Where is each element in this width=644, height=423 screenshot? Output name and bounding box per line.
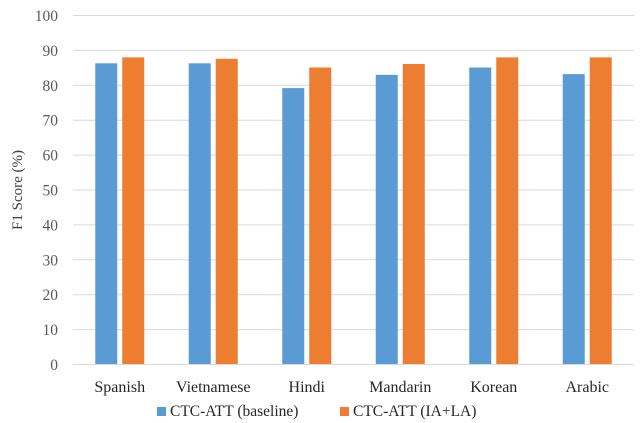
bar-korean-series-2 <box>496 57 519 365</box>
y-tick-label: 80 <box>43 78 59 95</box>
bar-hindi-series-1 <box>282 88 305 365</box>
y-axis-ticks: 0 10 20 30 40 50 60 70 80 90 100 <box>35 8 59 374</box>
x-tick-label: Hindi <box>289 379 326 396</box>
bar-spanish-series-2 <box>122 57 145 365</box>
x-tick-label: Spanish <box>94 379 145 396</box>
legend-label: CTC-ATT (IA+LA) <box>353 403 476 420</box>
y-tick-label: 90 <box>43 43 59 60</box>
bar-mandarin-series-1 <box>375 74 398 365</box>
x-tick-label: Korean <box>470 379 517 396</box>
legend-label: CTC-ATT (baseline) <box>170 403 298 420</box>
bar-hindi-series-2 <box>309 67 332 365</box>
x-tick-label: Arabic <box>565 379 609 396</box>
bars <box>95 57 612 365</box>
y-tick-label: 50 <box>43 183 59 200</box>
y-axis-label: F1 Score (%) <box>10 150 26 230</box>
bar-vietnamese-series-2 <box>215 58 238 365</box>
bar-arabic-series-1 <box>562 74 585 365</box>
gridlines <box>73 15 634 331</box>
legend: CTC-ATT (baseline) CTC-ATT (IA+LA) <box>157 403 476 420</box>
bar-mandarin-series-2 <box>402 64 425 365</box>
y-tick-label: 30 <box>43 252 59 269</box>
legend-swatch <box>340 407 349 416</box>
bar-arabic-series-2 <box>589 57 612 365</box>
y-tick-label: 100 <box>35 8 59 25</box>
y-tick-label: 10 <box>43 322 59 339</box>
x-tick-label: Mandarin <box>369 379 431 396</box>
y-tick-label: 70 <box>43 113 59 130</box>
bar-korean-series-1 <box>469 67 492 365</box>
y-tick-label: 20 <box>43 287 59 304</box>
y-tick-label: 60 <box>43 148 59 165</box>
y-tick-label: 40 <box>43 217 59 234</box>
bar-spanish-series-1 <box>95 63 118 365</box>
x-axis-ticks: Spanish Vietnamese Hindi Mandarin Korean Arab… <box>94 379 609 396</box>
bar-vietnamese-series-1 <box>188 63 211 365</box>
y-tick-label: 0 <box>50 357 58 374</box>
x-tick-label: Vietnamese <box>176 379 251 396</box>
legend-swatch <box>157 407 166 416</box>
